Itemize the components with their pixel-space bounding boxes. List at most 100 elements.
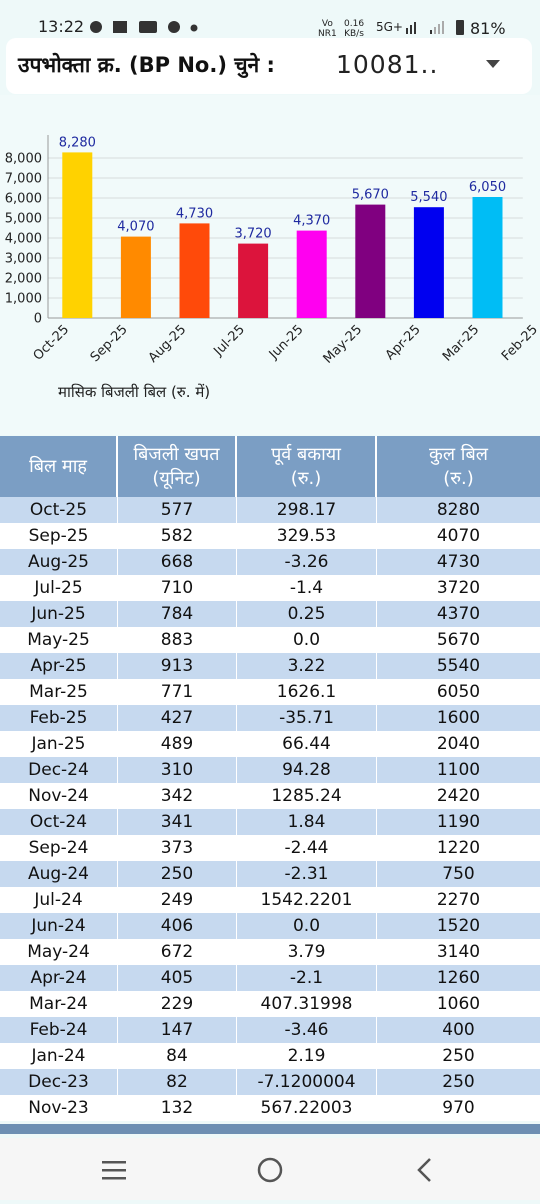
bar (238, 243, 269, 318)
table-cell: 750 (442, 864, 475, 884)
header-text: (रु.) (443, 467, 474, 489)
table-cell: 1520 (436, 916, 481, 936)
table-row: Feb-24 147 -3.46 400 (0, 1017, 540, 1043)
bar (355, 204, 386, 318)
back-button[interactable] (417, 1158, 431, 1182)
chart: मासिक बिजली बिल (रु. में) 0 1,000 2,000 3,0… (0, 95, 540, 435)
table-cell: 3140 (436, 942, 481, 962)
table-cell: Dec-24 (0, 757, 118, 783)
y-tick-label: 1,000 (5, 292, 42, 307)
speed: 0.16 KB/s (344, 19, 364, 39)
header-text: बिल माह (29, 455, 87, 477)
table-cell: 668 (118, 549, 237, 575)
header-text: बिजली खपत (133, 443, 220, 465)
bill-table: बिल माह बिजली खपत (यूनिट) पूर्व बकाया (रु.) क… (0, 436, 540, 1121)
signal-icons (406, 20, 464, 35)
table-cell: 341 (118, 809, 237, 835)
table-cell: May-25 (0, 627, 118, 653)
table-cell: 132 (118, 1095, 237, 1121)
table-cell: 577 (118, 497, 237, 523)
table-cell: Jan-25 (0, 731, 118, 757)
menu-button[interactable] (102, 1161, 126, 1180)
home-button[interactable] (257, 1157, 283, 1183)
table-cell: Jun-25 (0, 601, 118, 627)
table-cell: -2.44 (237, 835, 377, 861)
table-row: Jun-25 784 0.25 4370 (0, 601, 540, 627)
table-cell: 883 (118, 627, 237, 653)
table-cell: 0.0 (237, 913, 377, 939)
table-cell: Aug-24 (0, 861, 118, 887)
table-row: Mar-24 229 407.31998 1060 (0, 991, 540, 1017)
table-row: Dec-24 310 94.28 1100 (0, 757, 540, 783)
table-row: Jan-25 489 66.44 2040 (0, 731, 540, 757)
table-cell: -7.1200004 (237, 1069, 377, 1095)
table-cell: Nov-23 (0, 1095, 118, 1121)
table-cell: 342 (118, 783, 237, 809)
bar (120, 236, 151, 318)
table-cell: Oct-24 (0, 809, 118, 835)
table-cell: 249 (118, 887, 237, 913)
table-row: Jul-25 710 -1.4 3720 (0, 575, 540, 601)
y-tick-label: 7,000 (5, 172, 42, 187)
value-label: 8,280 (59, 135, 96, 150)
value-label: 5,540 (410, 190, 447, 205)
header-text: पूर्व बकाया (271, 443, 341, 465)
table-cell: 84 (118, 1043, 237, 1069)
network-type: 5G+ (376, 20, 403, 34)
dropdown-arrow[interactable] (486, 60, 500, 68)
status-bar: 13:22 Vo NR1 0.16 KB/s 5G+ 81% (0, 0, 540, 40)
table-cell: 1060 (436, 994, 481, 1014)
table-cell: 427 (118, 705, 237, 731)
table-cell: 2270 (436, 890, 481, 910)
table-cell: Apr-24 (0, 965, 118, 991)
table-row: Aug-25 668 -3.26 4730 (0, 549, 540, 575)
value-label: 4,370 (293, 214, 330, 229)
x-tick-label: Apr-25 (383, 322, 424, 363)
bar (62, 152, 93, 318)
consumer-selector: उपभोक्ता क्र. (BP No.) चुने : 10081.. (6, 38, 532, 94)
table-cell: 94.28 (237, 757, 377, 783)
table-cell: -35.71 (237, 705, 377, 731)
y-tick-label: 3,000 (5, 252, 42, 267)
x-tick-label: Feb-25 (499, 322, 540, 364)
network-label: Vo NR1 (318, 19, 337, 39)
y-tick-label: 0 (34, 312, 42, 327)
table-cell: 250 (442, 1046, 475, 1066)
value-label: 4,070 (117, 220, 154, 235)
table-cell: 0.0 (237, 627, 377, 653)
value-label: 4,730 (176, 206, 213, 221)
table-row: Aug-24 250 -2.31 750 (0, 861, 540, 887)
table-cell: 710 (118, 575, 237, 601)
table-cell: Jul-24 (0, 887, 118, 913)
table-cell: 229 (118, 991, 237, 1017)
table-cell: Aug-25 (0, 549, 118, 575)
header-cell: पूर्व बकाया (रु.) (237, 436, 377, 497)
table-cell: 406 (118, 913, 237, 939)
table-cell: 329.53 (237, 523, 377, 549)
table-cell: 1626.1 (237, 679, 377, 705)
y-tick-label: 2,000 (5, 272, 42, 287)
header-cell: कुल बिल (रु.) (377, 436, 540, 497)
table-cell: 3.22 (237, 653, 377, 679)
table-cell: Sep-25 (0, 523, 118, 549)
table-cell: Apr-25 (0, 653, 118, 679)
bar (413, 207, 444, 318)
table-cell: -3.46 (237, 1017, 377, 1043)
table-cell: -3.26 (237, 549, 377, 575)
table-cell: 2040 (436, 734, 481, 754)
selector-value[interactable]: 10081.. (336, 50, 439, 79)
table-cell: 250 (118, 861, 237, 887)
header-cell: बिजली खपत (यूनिट) (118, 436, 237, 497)
y-tick-label: 4,000 (5, 232, 42, 247)
speed-text: 0.16 (344, 19, 365, 29)
value-label: 3,720 (234, 227, 271, 242)
clock: 13:22 (38, 17, 85, 36)
table-row: Nov-24 342 1285.24 2420 (0, 783, 540, 809)
table-cell: Mar-24 (0, 991, 118, 1017)
table-cell: 784 (118, 601, 237, 627)
table-cell: 1260 (436, 968, 481, 988)
separator (0, 1124, 540, 1134)
header-cell: बिल माह (0, 436, 118, 497)
y-tick-label: 6,000 (5, 192, 42, 207)
